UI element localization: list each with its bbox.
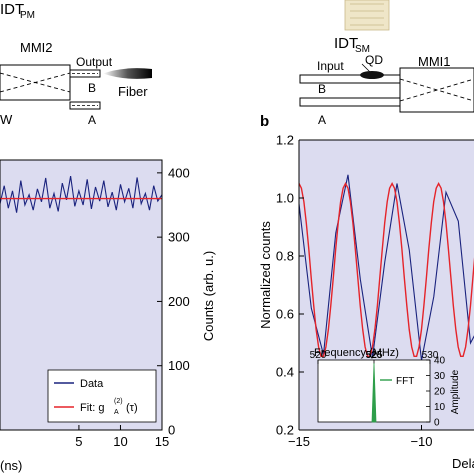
inset-marks: 520 525 530 0 10 20 30 40 <box>310 350 446 429</box>
fft-inset: 520 525 530 0 10 20 30 40 Frequency (MHz) Ampli… <box>310 347 461 429</box>
inset-ytick-label: 20 <box>434 387 446 398</box>
chart-b-ytick-label: 0.2 <box>276 423 294 438</box>
chart-a-frame <box>0 159 163 431</box>
inset-ytick-label: 0 <box>434 418 440 429</box>
chart-b-ytick-label: 1.0 <box>276 191 294 206</box>
idt-pm-subscript: PM <box>20 10 35 21</box>
panel-b-label: b <box>260 113 269 130</box>
fiber-label: Fiber <box>118 84 148 99</box>
mmi1-dash-2 <box>399 78 474 102</box>
chart-b-ticks: 0.20.40.60.81.01.2−15−10−5 <box>276 133 433 450</box>
inset-legend-label: FFT <box>396 376 414 387</box>
port-b-right: B <box>318 82 326 96</box>
quantum-dot-icon <box>360 71 384 79</box>
chart-b-ylabel: Normalized counts <box>258 221 273 329</box>
chart-b: 0.20.40.60.81.01.2−15−10−5 Dela Normaliz… <box>258 133 474 471</box>
chart-b-ytick-label: 0.6 <box>276 307 294 322</box>
legend-box <box>47 369 157 423</box>
partial-w-label: W <box>0 112 13 127</box>
chart-a-ytick-label: 300 <box>168 230 190 245</box>
chart-b-xtick-label: −15 <box>288 434 310 449</box>
mmi2-box <box>0 64 71 101</box>
idt-sm-label: IDT <box>334 35 358 52</box>
chart-b-fit-line <box>299 181 474 357</box>
right-schematic: IDT SM QD Input B A MMI1 <box>299 0 474 127</box>
chart-b-series-group <box>299 174 474 361</box>
output-label: Output <box>76 55 113 69</box>
chart-b-ytick-label: 1.2 <box>276 133 294 148</box>
mmi2-dash-2 <box>0 72 71 93</box>
legend-fit-arg: (τ) <box>126 402 138 414</box>
legend-fit-sub: A <box>114 409 119 416</box>
inset-xtick-label: 530 <box>422 350 439 361</box>
idt-sm-electrode-icon <box>344 0 390 31</box>
inset-ytick-label: 30 <box>434 371 446 382</box>
chart-a-series-group <box>0 176 162 213</box>
inset-ytick-label: 40 <box>434 356 446 367</box>
chart-a-xtick-label: 15 <box>155 434 169 449</box>
port-b-left: B <box>88 81 96 95</box>
idt-sm-subscript: SM <box>355 44 370 55</box>
chart-a: 0 100 200 300 400 5 10 15 (ns) Counts (arb. u.)… <box>0 159 216 473</box>
chart-b-ytick-label: 0.8 <box>276 249 294 264</box>
chart-a-xlabel: (ns) <box>0 458 22 473</box>
inset-xlabel: Frequency (MHz) <box>314 347 399 359</box>
chart-a-xtick-label: 10 <box>113 434 127 449</box>
left-schematic: IDT PM MMI2 Output B A Fiber W <box>0 1 152 127</box>
legend-fit-sup: (2) <box>114 398 123 405</box>
qd-label: QD <box>365 53 383 67</box>
chart-a-ticks: 0 100 200 300 400 5 10 15 <box>75 165 189 449</box>
fiber-icon <box>103 68 152 79</box>
inset-fft-peak <box>371 363 377 423</box>
chart-a-ytick-label: 100 <box>168 358 190 373</box>
idt-pm-label: IDT <box>0 1 24 18</box>
chart-a-ytick-label: 0 <box>168 423 175 438</box>
chart-a-legend: Data Fit: g (2) A (τ) <box>47 369 157 423</box>
chart-a-ytick-label: 400 <box>168 165 190 180</box>
chart-a-ytick-label: 200 <box>168 294 190 309</box>
chart-b-xlabel: Dela <box>452 456 474 471</box>
chart-b-ytick-label: 0.4 <box>276 365 294 380</box>
chart-a-xtick-label: 5 <box>75 434 82 449</box>
input-label: Input <box>317 59 344 73</box>
legend-data-label: Data <box>80 378 104 390</box>
port-a-left: A <box>88 113 96 127</box>
legend-fit-label: Fit: g <box>80 402 104 414</box>
port-a-right: A <box>318 113 326 127</box>
input-waveguide-a <box>299 97 401 107</box>
inset-ytick-label: 10 <box>434 402 446 413</box>
chart-b-xtick-label: −10 <box>410 434 432 449</box>
mmi1-label: MMI1 <box>418 54 451 69</box>
inset-ylabel: Amplitude <box>450 369 461 414</box>
chart-b-data-line <box>299 174 474 361</box>
mmi1-box <box>399 67 474 113</box>
inset-xtick-label: 520 <box>310 350 327 361</box>
mmi2-label: MMI2 <box>20 40 53 55</box>
chart-a-ylabel: Counts (arb. u.) <box>201 251 216 341</box>
input-waveguide-b <box>299 74 401 84</box>
inset-xtick-label: 525 <box>366 350 383 361</box>
